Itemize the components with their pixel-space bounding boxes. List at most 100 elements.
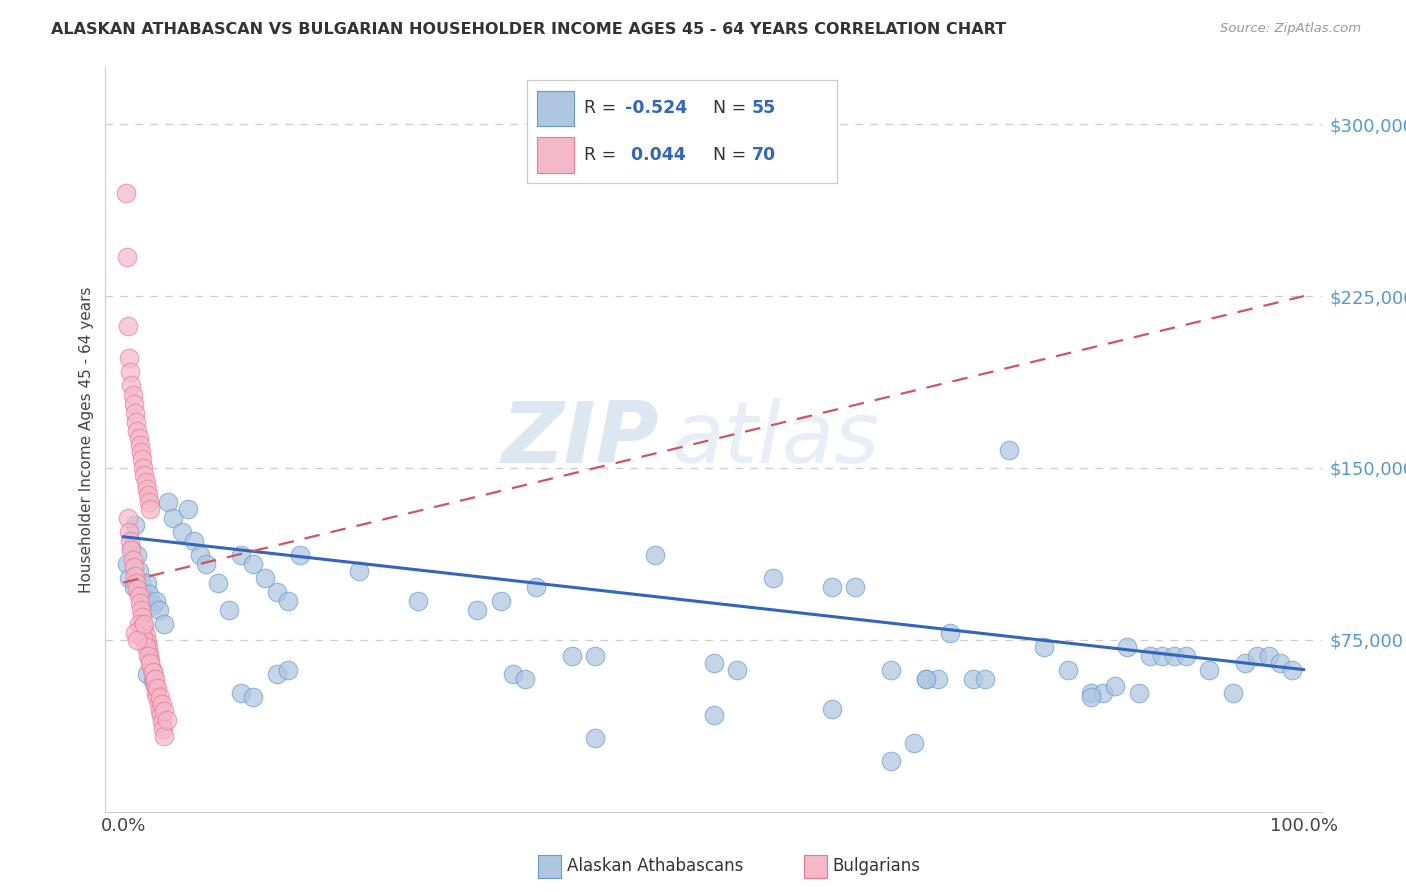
Point [131,610,153,624]
Point [129,603,152,617]
Point [138,587,160,601]
Point [128,438,150,452]
Point [408,594,430,608]
Point [1080,690,1102,705]
Point [117,511,139,525]
Text: N =: N = [713,100,752,118]
Point [120,378,142,392]
Point [962,672,984,686]
Point [124,626,146,640]
Point [1281,663,1303,677]
Point [231,685,253,699]
Point [467,603,489,617]
Point [820,580,842,594]
Point [703,656,725,670]
Point [125,415,148,429]
Point [136,640,159,654]
Point [157,495,180,509]
Point [136,488,159,502]
Point [218,603,240,617]
Text: N =: N = [713,145,752,163]
Point [725,663,748,677]
Point [132,616,155,631]
Point [120,543,142,558]
Point [1115,640,1137,654]
Point [135,482,157,496]
Point [1246,648,1268,663]
Point [128,589,150,603]
Point [139,502,162,516]
Point [132,461,155,475]
Text: atlas: atlas [671,398,879,481]
Point [143,679,166,693]
Y-axis label: Householder Income Ages 45 - 64 years: Householder Income Ages 45 - 64 years [79,286,94,592]
Point [703,708,725,723]
Point [142,665,165,679]
Point [146,690,169,705]
Point [129,621,152,635]
Point [120,541,142,556]
Point [136,648,159,663]
Point [150,697,173,711]
Point [142,599,165,613]
Point [820,701,842,715]
Point [1104,679,1126,693]
Point [128,431,150,445]
Point [121,552,143,566]
Text: R =: R = [585,145,623,163]
Point [148,603,170,617]
Point [231,548,253,562]
Point [1033,640,1056,654]
Point [561,648,583,663]
Point [1139,648,1161,663]
Point [134,616,156,631]
Point [1222,685,1244,699]
Point [526,580,548,594]
Point [879,754,901,768]
Point [156,713,179,727]
Point [290,548,312,562]
Point [253,571,276,585]
Point [1080,685,1102,699]
Point [132,631,155,645]
Point [127,632,149,647]
Point [135,575,157,590]
Text: 55: 55 [751,100,776,118]
Point [277,663,299,677]
Point [207,575,229,590]
Point [124,406,146,420]
Point [131,584,153,599]
Point [761,571,783,585]
Point [134,621,156,635]
Point [242,558,264,572]
Point [145,685,167,699]
Point [1198,663,1220,677]
Point [124,518,146,533]
Point [122,559,145,574]
Point [938,626,960,640]
Point [141,660,163,674]
Point [349,564,371,578]
Point [489,594,512,608]
Text: 70: 70 [751,145,776,163]
Point [194,558,217,572]
Point [997,442,1019,457]
Point [162,511,184,525]
Point [1174,648,1197,663]
Point [115,250,138,264]
Point [129,575,152,590]
Point [927,672,949,686]
Point [142,674,165,689]
Point [150,715,173,730]
Point [1233,656,1256,670]
Point [135,635,157,649]
Point [1128,685,1150,699]
Text: 0.044: 0.044 [624,145,686,163]
Point [1270,656,1292,670]
Point [585,648,607,663]
Point [1092,685,1115,699]
Point [585,731,607,746]
Point [115,558,138,572]
Point [172,525,194,540]
Point [1056,663,1078,677]
